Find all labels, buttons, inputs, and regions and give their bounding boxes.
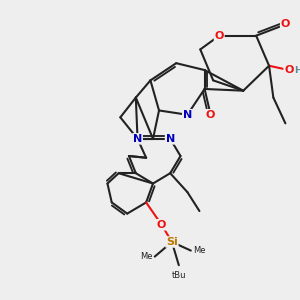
- Text: N: N: [133, 134, 142, 144]
- Text: Me: Me: [193, 246, 206, 255]
- Text: H: H: [294, 66, 300, 75]
- Text: N: N: [183, 110, 192, 120]
- Text: Me: Me: [140, 252, 152, 261]
- Text: N: N: [166, 134, 175, 144]
- Text: O: O: [281, 20, 290, 29]
- Text: tBu: tBu: [172, 271, 186, 280]
- Text: O: O: [206, 110, 215, 120]
- Text: Si: Si: [166, 237, 178, 247]
- Text: O: O: [284, 65, 293, 75]
- Text: O: O: [214, 31, 224, 41]
- Text: O: O: [157, 220, 166, 230]
